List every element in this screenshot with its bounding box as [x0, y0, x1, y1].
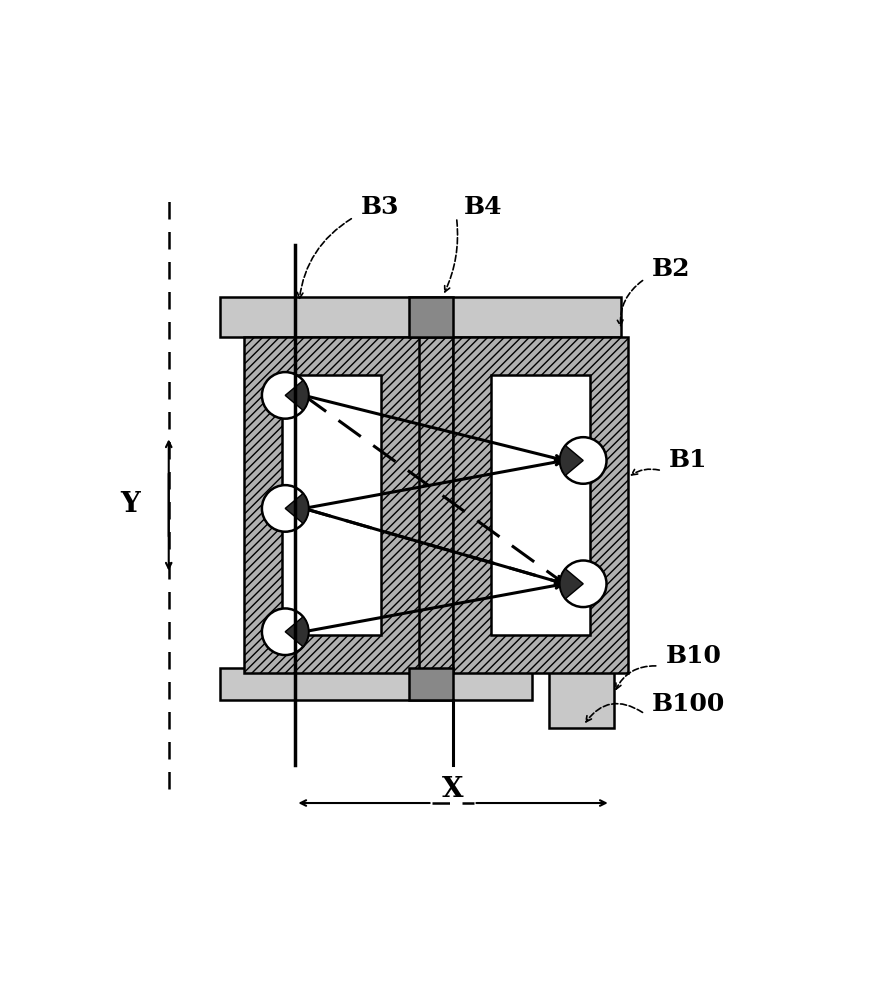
Bar — [549, 668, 614, 728]
Bar — [491, 375, 591, 635]
Circle shape — [262, 372, 309, 419]
Wedge shape — [286, 493, 309, 523]
Text: B3: B3 — [361, 195, 399, 219]
Text: B10: B10 — [666, 644, 721, 668]
Bar — [408, 297, 453, 337]
Text: Y: Y — [120, 491, 140, 518]
Wedge shape — [560, 569, 583, 599]
Text: X: X — [442, 776, 464, 803]
Bar — [220, 297, 621, 337]
Bar — [282, 375, 381, 635]
Bar — [220, 668, 532, 700]
Bar — [244, 337, 419, 673]
Bar — [408, 668, 453, 700]
Wedge shape — [560, 445, 583, 475]
Circle shape — [262, 608, 309, 655]
Circle shape — [262, 485, 309, 532]
Circle shape — [560, 560, 606, 607]
Text: B4: B4 — [463, 195, 502, 219]
Bar — [453, 337, 628, 673]
Text: B2: B2 — [652, 257, 690, 281]
Wedge shape — [286, 617, 309, 647]
Text: B100: B100 — [652, 692, 725, 716]
Bar — [408, 337, 453, 673]
Wedge shape — [286, 380, 309, 410]
Text: B1: B1 — [669, 448, 707, 472]
Circle shape — [560, 437, 606, 484]
